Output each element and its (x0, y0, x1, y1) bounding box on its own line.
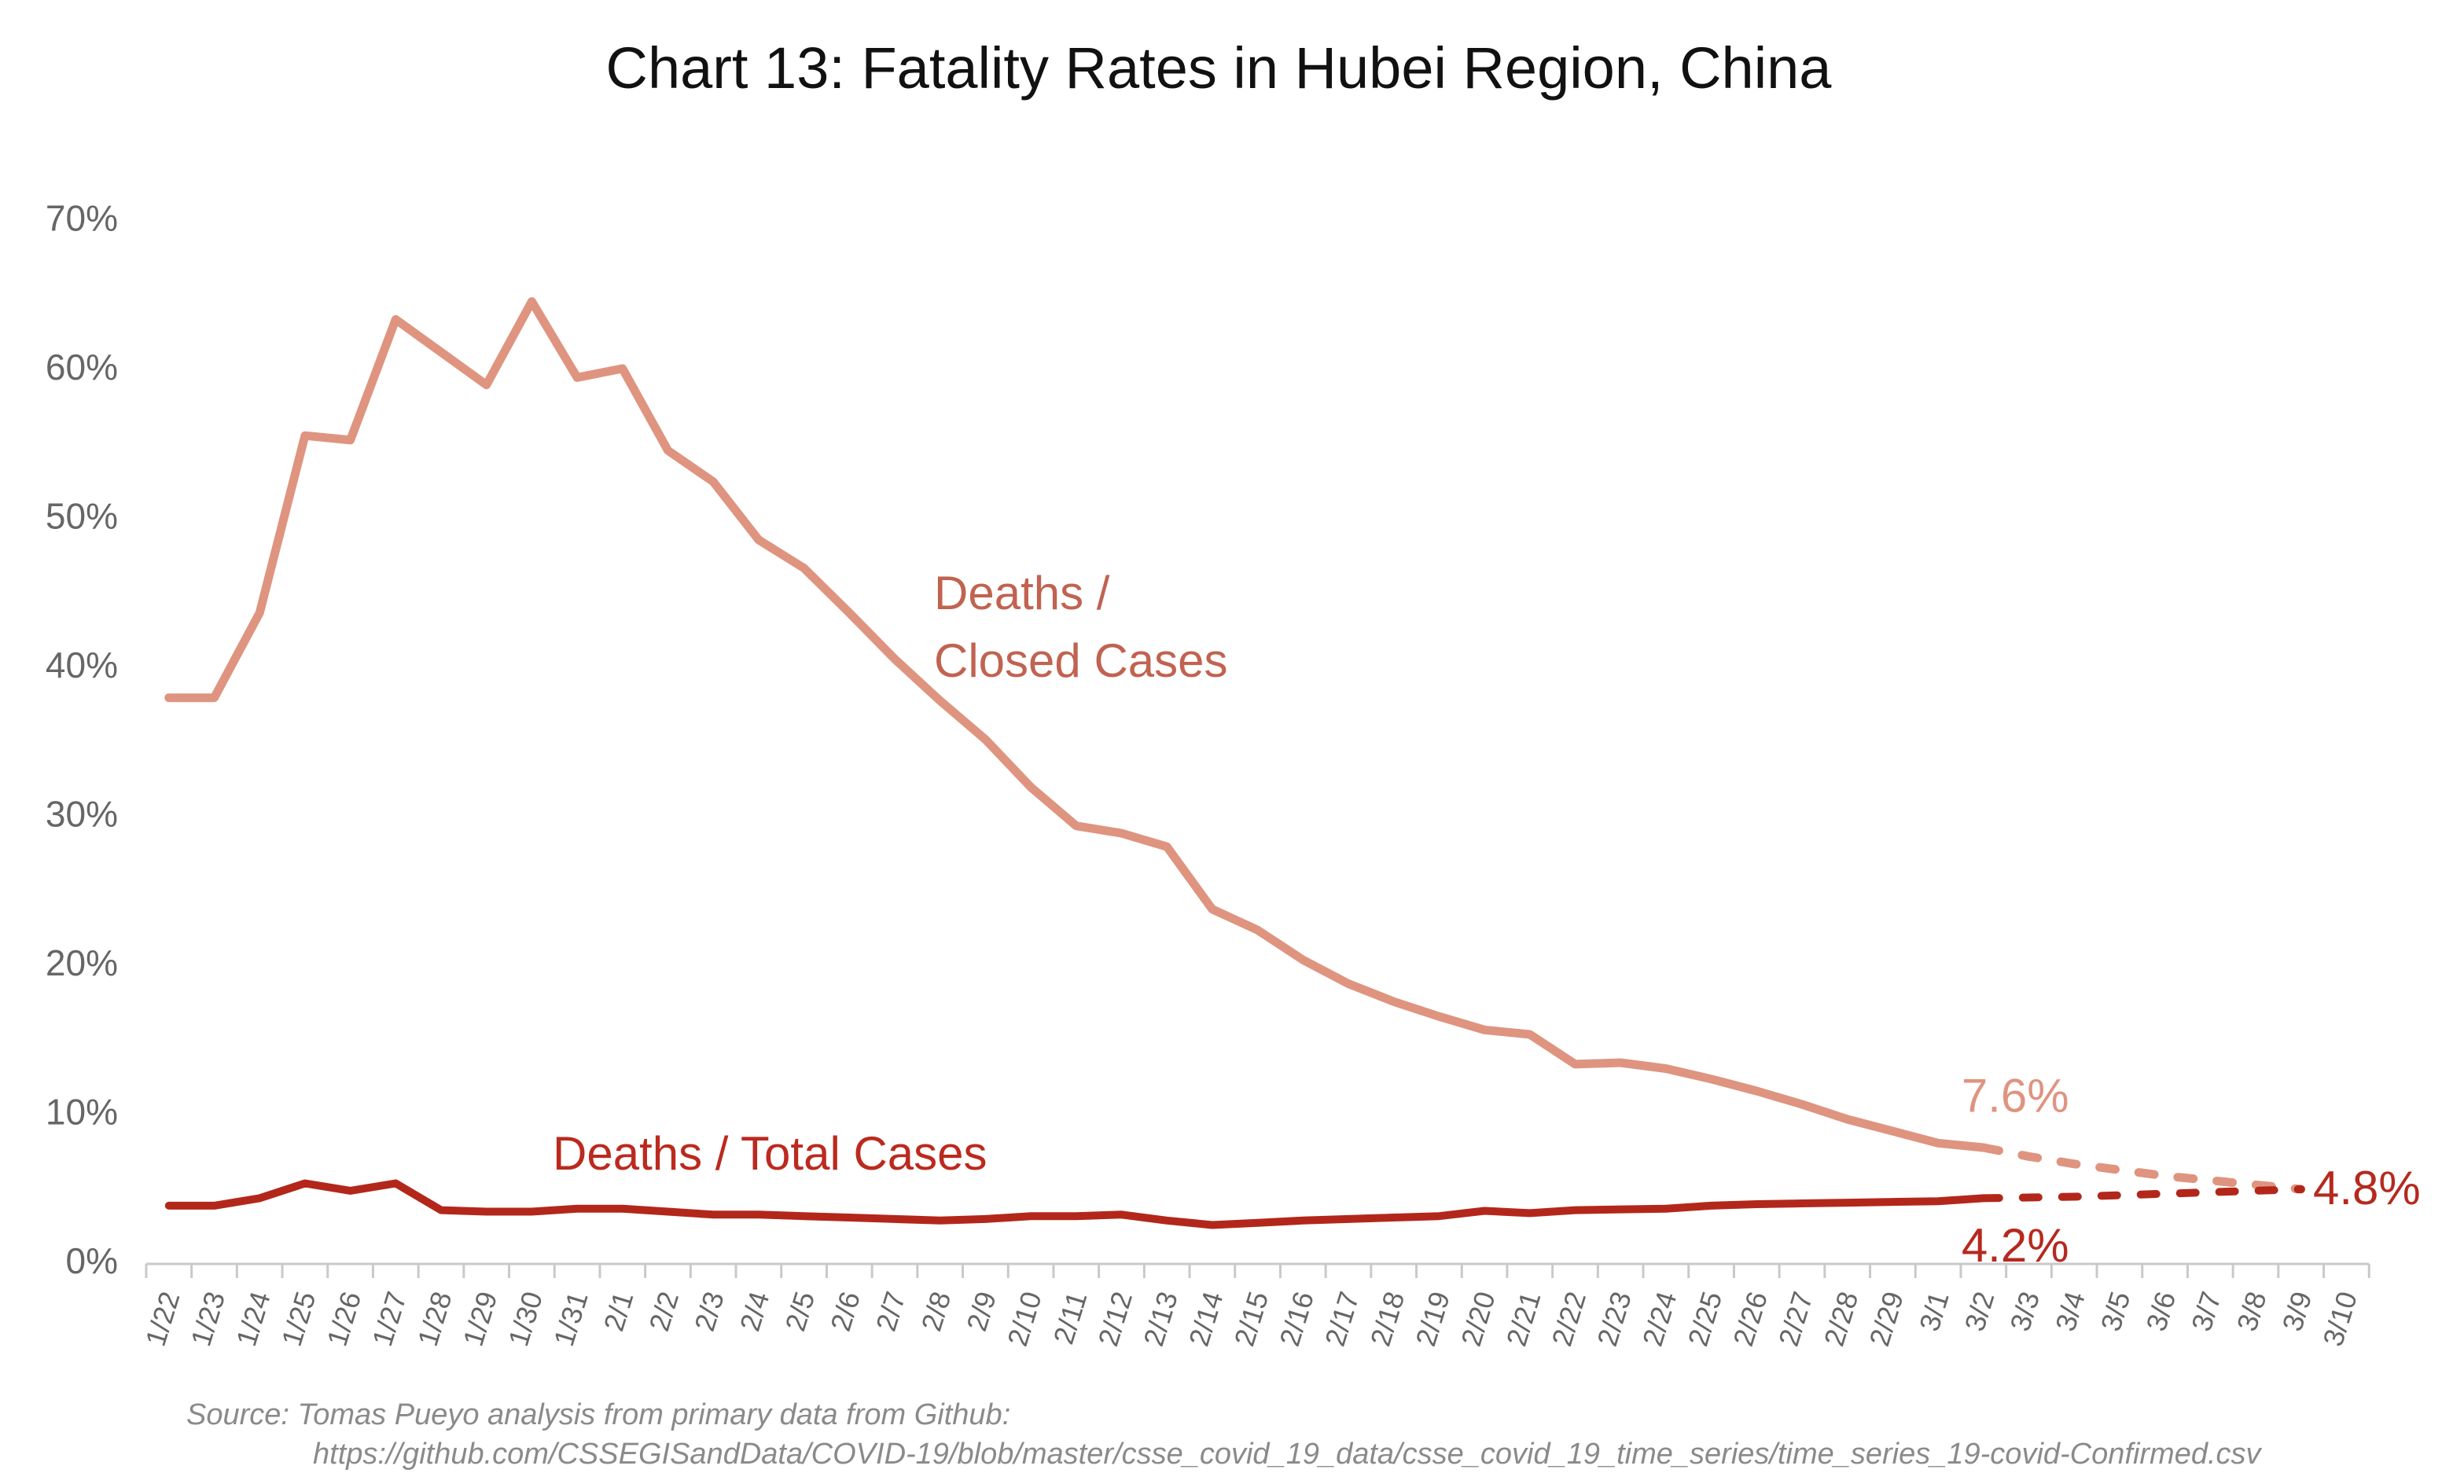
x-axis-label: 1/25 (275, 1287, 322, 1350)
x-axis-label: 2/18 (1364, 1287, 1411, 1350)
x-axis-label: 2/27 (1772, 1287, 1819, 1350)
deaths-closed-cases-line (164, 297, 1988, 1152)
converged-projection-value-annotation: 4.8% (2313, 1162, 2421, 1214)
x-axis-label: 2/26 (1727, 1287, 1774, 1350)
x-axis-label: 2/6 (824, 1287, 866, 1335)
x-axis-label: 2/9 (960, 1287, 1002, 1335)
x-axis-label: 1/23 (184, 1287, 231, 1350)
y-axis-labels: 0% 10% 20% 30% 40% 50% 60% 70% (46, 198, 118, 1282)
x-axis-label: 2/16 (1273, 1287, 1320, 1350)
x-axis-label: 2/23 (1591, 1287, 1638, 1350)
source-line-2: https://github.com/CSSEGISandData/COVID-… (313, 1438, 2263, 1471)
x-axis-label: 2/3 (688, 1287, 730, 1335)
x-axis-label: 1/24 (230, 1287, 277, 1350)
x-axis-label: 1/26 (321, 1287, 368, 1350)
deaths-closed-cases-label-line2: Closed Cases (934, 634, 1228, 687)
x-axis-label: 2/24 (1636, 1287, 1683, 1350)
x-axis-label: 1/30 (502, 1287, 549, 1350)
x-axis-label: 2/8 (915, 1287, 958, 1335)
x-axis-label: 2/10 (1001, 1287, 1048, 1350)
y-axis-label: 20% (46, 942, 118, 983)
x-axis-label: 2/29 (1863, 1287, 1910, 1350)
source-line-1: Source: Tomas Pueyo analysis from primar… (186, 1398, 1010, 1431)
x-axis-label: 2/7 (870, 1287, 912, 1335)
x-axis (145, 1262, 2370, 1278)
x-axis-label: 2/17 (1318, 1287, 1366, 1350)
x-axis-label: 3/1 (1913, 1287, 1955, 1335)
deaths-closed-cases-projected-line (1979, 1143, 2306, 1194)
x-axis-label: 2/1 (598, 1287, 640, 1335)
x-axis-label: 1/27 (366, 1287, 413, 1350)
series-lines (164, 297, 2306, 1229)
deaths-total-cases-label: Deaths / Total Cases (553, 1127, 987, 1180)
y-axis-label: 10% (46, 1092, 118, 1133)
x-axis-label: 3/5 (2094, 1287, 2137, 1335)
closed-cases-final-value-annotation: 7.6% (1962, 1070, 2069, 1122)
x-axis-label: 2/14 (1182, 1287, 1230, 1350)
x-axis-label: 2/11 (1047, 1287, 1094, 1347)
x-axis-label: 2/5 (778, 1287, 821, 1335)
x-axis-label: 3/8 (2230, 1287, 2273, 1335)
x-axis-label: 2/15 (1228, 1287, 1275, 1350)
x-axis-label: 1/22 (139, 1287, 186, 1350)
x-axis-label: 1/31 (547, 1287, 594, 1350)
x-axis-label: 3/6 (2139, 1287, 2182, 1335)
x-axis-label: 2/19 (1409, 1287, 1456, 1350)
y-axis-label: 50% (46, 496, 118, 537)
total-cases-final-value-annotation: 4.2% (1962, 1219, 2069, 1272)
x-axis-label: 1/28 (411, 1287, 458, 1350)
x-axis-label: 3/7 (2185, 1287, 2227, 1335)
y-axis-label: 30% (46, 794, 118, 835)
x-axis-label: 2/25 (1682, 1287, 1729, 1350)
x-axis-label: 3/9 (2276, 1287, 2319, 1335)
x-axis-label: 2/28 (1818, 1287, 1865, 1350)
y-axis-label: 60% (46, 347, 118, 388)
x-axis-label: 1/29 (457, 1287, 504, 1350)
x-axis-label: 3/4 (2049, 1287, 2091, 1335)
x-axis-label: 2/4 (734, 1287, 776, 1335)
deaths-total-cases-projected-line (1979, 1185, 2305, 1203)
x-axis-label: 2/2 (642, 1287, 685, 1335)
x-axis-label: 2/13 (1137, 1287, 1184, 1350)
x-axis-label: 3/3 (2003, 1287, 2046, 1335)
deaths-total-cases-line (164, 1179, 1988, 1229)
deaths-closed-cases-label-line1: Deaths / (934, 567, 1110, 619)
y-axis-label: 0% (66, 1240, 118, 1281)
x-axis-label: 3/10 (2316, 1287, 2363, 1350)
y-axis-label: 40% (46, 645, 118, 685)
x-axis-label: 3/2 (1958, 1287, 2001, 1335)
x-axis-label: 2/22 (1545, 1287, 1592, 1350)
x-axis-label: 2/21 (1500, 1287, 1547, 1350)
x-axis-label: 2/12 (1091, 1287, 1138, 1350)
y-axis-label: 70% (46, 198, 118, 239)
x-axis-label: 2/20 (1454, 1287, 1502, 1350)
chart-title: Chart 13: Fatality Rates in Hubei Region… (606, 35, 1833, 101)
x-axis-labels: 1/221/231/241/251/261/271/281/291/301/31… (139, 1287, 2363, 1350)
